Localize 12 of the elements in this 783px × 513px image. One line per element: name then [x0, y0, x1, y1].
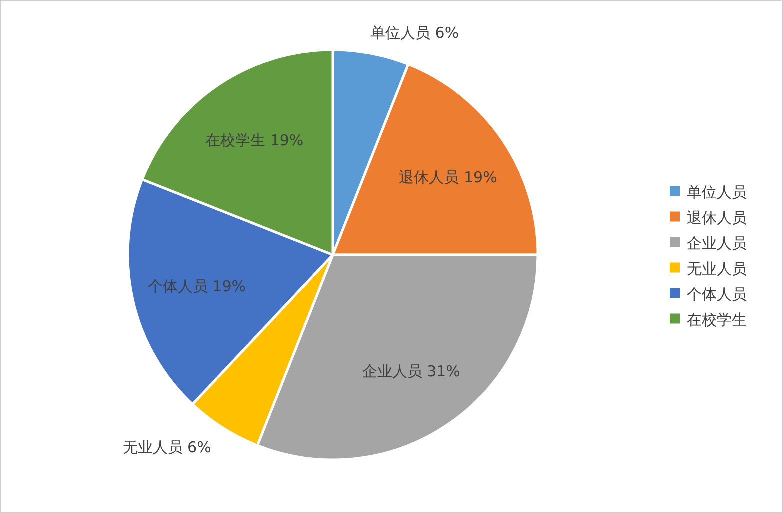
legend-label: 退休人员	[687, 208, 747, 227]
category-label: 退休人员 19%	[399, 168, 498, 187]
category-label: 个体人员 19%	[148, 277, 246, 296]
category-label: 无业人员 6%	[122, 438, 212, 457]
category-label: 单位人员 6%	[370, 24, 460, 42]
category-label: 在校学生 19%	[206, 132, 304, 150]
legend-label: 在校学生	[687, 310, 747, 329]
legend-label: 企业人员	[687, 234, 747, 252]
category-label: 企业人员 31%	[362, 362, 460, 380]
legend-label: 无业人员	[687, 260, 747, 278]
legend-label: 个体人员	[687, 285, 747, 304]
legend-label: 单位人员	[687, 183, 747, 202]
